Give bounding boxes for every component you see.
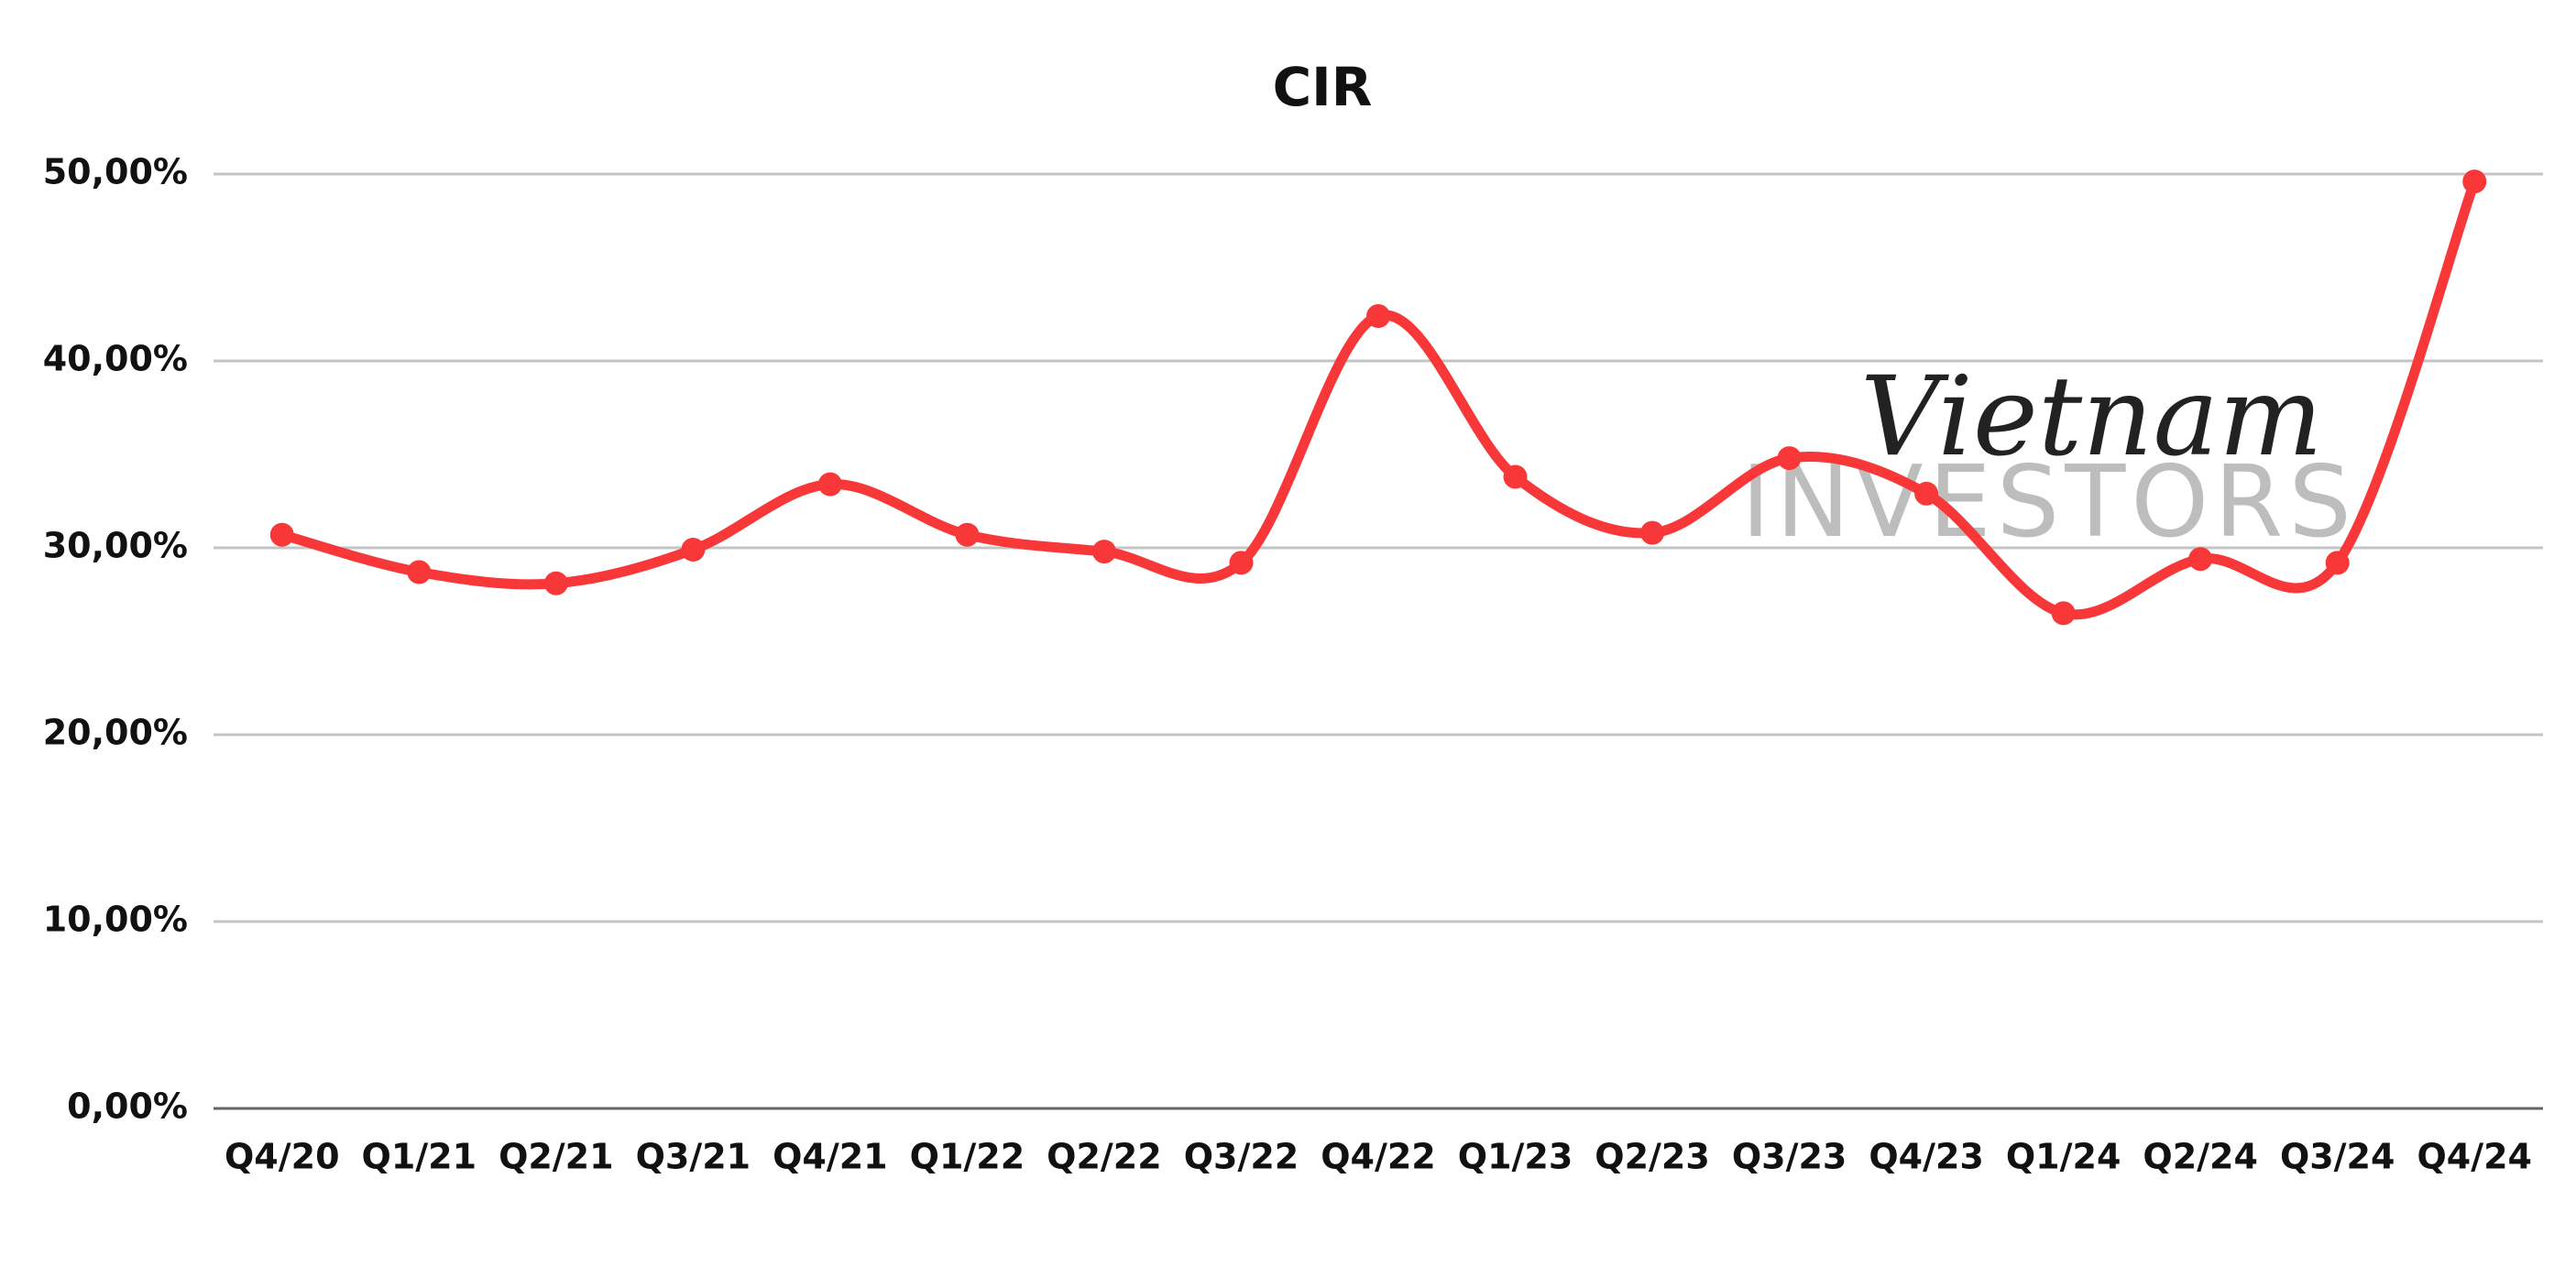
data-point	[955, 522, 980, 547]
y-tick-label: 0,00%	[67, 1086, 188, 1127]
y-tick-label: 40,00%	[43, 339, 188, 379]
x-tick-label: Q1/24	[2006, 1137, 2121, 1177]
data-point	[817, 472, 842, 497]
x-tick-label: Q2/23	[1595, 1137, 1710, 1177]
data-point	[1777, 446, 1802, 471]
x-tick-label: Q3/24	[2280, 1137, 2395, 1177]
data-point	[2325, 551, 2350, 575]
x-tick-label: Q3/22	[1184, 1137, 1299, 1177]
y-tick-label: 30,00%	[43, 526, 188, 566]
y-tick-label: 50,00%	[43, 152, 188, 192]
x-tick-label: Q4/24	[2417, 1137, 2532, 1177]
chart-title: CIR	[1273, 56, 1373, 118]
data-point	[1229, 551, 1254, 575]
data-point	[2462, 169, 2487, 194]
x-tick-label: Q1/23	[1458, 1137, 1573, 1177]
x-tick-label: Q4/22	[1321, 1137, 1436, 1177]
data-point	[681, 538, 706, 562]
data-point	[1366, 304, 1390, 329]
x-tick-label: Q4/20	[225, 1137, 340, 1177]
x-tick-label: Q2/22	[1047, 1137, 1162, 1177]
data-point	[1503, 464, 1528, 489]
x-tick-label: Q1/21	[362, 1137, 477, 1177]
x-tick-label: Q2/24	[2143, 1137, 2258, 1177]
plot	[269, 169, 2487, 626]
data-point	[1914, 481, 1939, 506]
x-tick-label: Q2/21	[499, 1137, 614, 1177]
x-tick-label: Q3/23	[1732, 1137, 1847, 1177]
data-point	[269, 522, 294, 547]
data-point	[2051, 601, 2076, 626]
y-tick-label: 20,00%	[43, 713, 188, 753]
data-point	[543, 571, 568, 595]
data-point	[1640, 520, 1665, 545]
data-point	[407, 560, 432, 584]
x-tick-label: Q1/22	[910, 1137, 1025, 1177]
x-tick-label: Q4/21	[773, 1137, 888, 1177]
y-tick-label: 10,00%	[43, 900, 188, 940]
data-point	[1091, 540, 1116, 564]
grid	[214, 172, 2543, 1110]
x-tick-label: Q3/21	[636, 1137, 751, 1177]
data-point	[2188, 547, 2213, 572]
x-tick-label: Q4/23	[1869, 1137, 1984, 1177]
watermark-script: Vietnam	[1860, 354, 2323, 481]
